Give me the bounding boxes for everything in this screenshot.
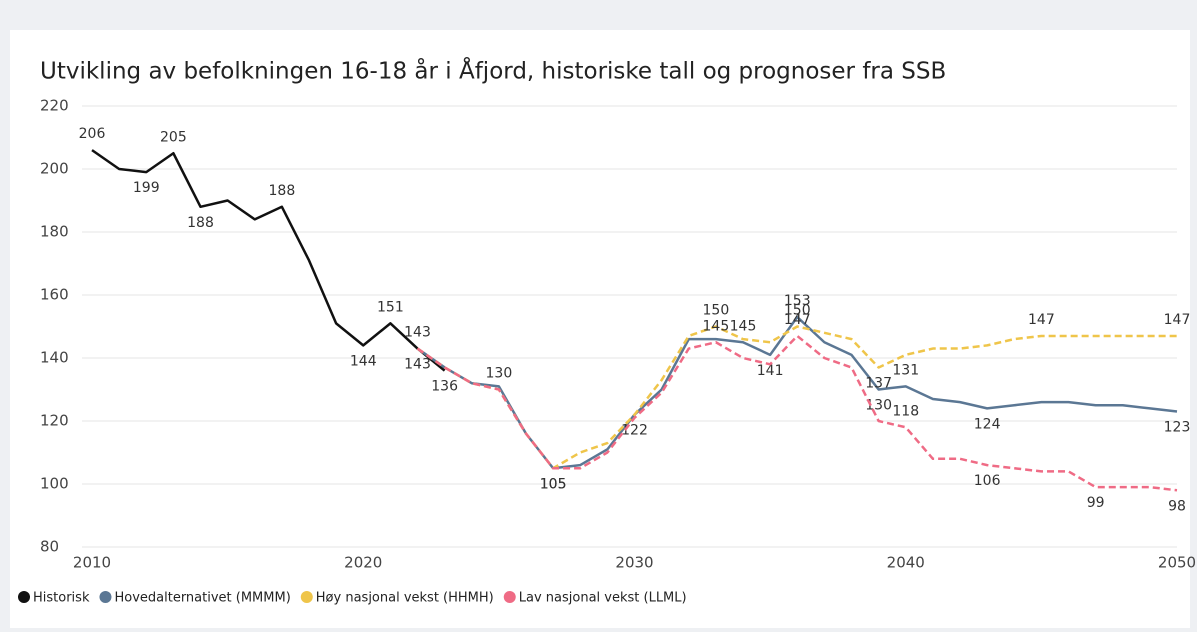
data-label: 143 — [404, 325, 431, 341]
data-label: 147 — [784, 312, 811, 328]
data-label: 122 — [621, 423, 648, 439]
series-line — [91, 149, 446, 372]
data-label: 131 — [892, 362, 919, 378]
data-label: 137 — [865, 375, 892, 391]
x-tick-label: 2020 — [344, 554, 382, 572]
data-label: 136 — [431, 379, 458, 395]
data-label: 98 — [1168, 498, 1186, 514]
y-tick-label: 120 — [40, 412, 69, 430]
data-label: 105 — [540, 476, 567, 492]
legend-swatch — [300, 591, 313, 603]
data-label: 118 — [892, 403, 919, 419]
data-label: 199 — [133, 180, 160, 196]
data-label: 147 — [1028, 312, 1055, 328]
data-label: 147 — [1164, 312, 1191, 328]
panel — [10, 30, 1190, 628]
data-label: 105 — [540, 476, 567, 492]
data-label: 188 — [187, 215, 214, 231]
data-label: 130 — [486, 366, 513, 382]
data-label: 206 — [79, 126, 106, 142]
data-label: 99 — [1087, 495, 1105, 511]
data-label: 151 — [377, 299, 404, 315]
data-label: 188 — [269, 183, 296, 199]
x-tick-label: 2010 — [73, 554, 111, 572]
y-tick-label: 220 — [40, 97, 69, 115]
x-tick-label: 2030 — [615, 554, 653, 572]
data-label: 144 — [350, 353, 377, 369]
data-label: 150 — [703, 303, 730, 319]
data-label: 145 — [730, 318, 757, 334]
data-label: 123 — [1164, 420, 1191, 436]
legend-swatch — [503, 591, 516, 603]
data-label: 143 — [404, 357, 431, 373]
legend-label: Historisk — [33, 591, 90, 606]
legend-swatch — [18, 591, 30, 603]
y-tick-label: 80 — [40, 538, 59, 556]
legend-label: Høy nasjonal vekst (HHMH) — [316, 591, 494, 606]
y-tick-label: 180 — [40, 223, 69, 241]
series-line — [416, 334, 1178, 492]
x-tick-label: 2040 — [887, 554, 925, 572]
series-line — [416, 325, 1177, 470]
y-tick-label: 100 — [40, 475, 69, 493]
y-tick-label: 200 — [40, 160, 69, 178]
data-label: 124 — [974, 416, 1001, 432]
series-line — [416, 315, 1178, 470]
data-label: 141 — [757, 363, 784, 379]
y-tick-label: 160 — [40, 286, 69, 304]
legend-swatch — [99, 591, 112, 603]
legend-label: Hovedalternativet (MMMM) — [114, 591, 290, 606]
x-tick-label: 2050 — [1158, 554, 1196, 572]
data-label: 106 — [974, 473, 1001, 489]
data-label: 150 — [784, 303, 811, 319]
legend-label: Lav nasjonal vekst (LLML) — [519, 591, 687, 606]
y-tick-label: 140 — [40, 349, 69, 367]
chart-title: Utvikling av befolkningen 16-18 år i Åfj… — [40, 57, 946, 85]
data-label: 145 — [703, 318, 730, 334]
data-label: 153 — [784, 293, 811, 309]
data-label: 205 — [160, 129, 187, 145]
